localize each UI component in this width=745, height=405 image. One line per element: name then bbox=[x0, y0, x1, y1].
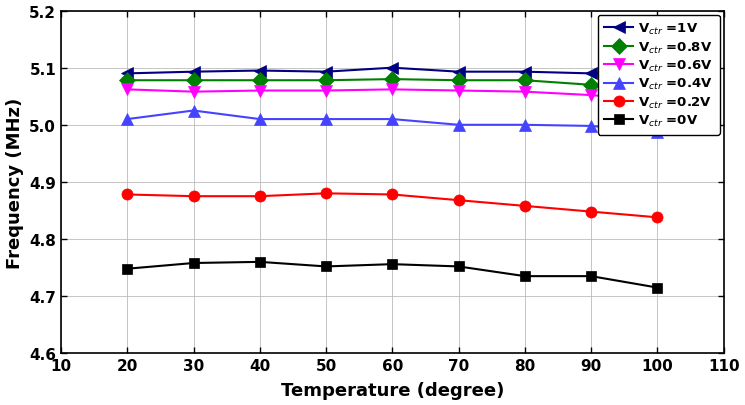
V$_{ctr}$ =0.2V bbox=[586, 210, 595, 215]
V$_{ctr}$ =1V bbox=[256, 69, 264, 74]
V$_{ctr}$ =1V bbox=[454, 70, 463, 75]
V$_{ctr}$ =0.6V bbox=[653, 99, 662, 104]
V$_{ctr}$ =0.4V bbox=[520, 123, 529, 128]
V$_{ctr}$ =0.8V bbox=[653, 89, 662, 94]
Line: V$_{ctr}$ =0.8V: V$_{ctr}$ =0.8V bbox=[121, 75, 663, 97]
V$_{ctr}$ =0.2V bbox=[454, 198, 463, 203]
V$_{ctr}$ =0.6V bbox=[322, 89, 331, 94]
V$_{ctr}$ =0.6V bbox=[586, 94, 595, 98]
V$_{ctr}$ =1V bbox=[520, 70, 529, 75]
V$_{ctr}$ =0V bbox=[454, 264, 463, 269]
V$_{ctr}$ =0.8V bbox=[520, 79, 529, 83]
V$_{ctr}$ =0.8V bbox=[123, 79, 132, 83]
V$_{ctr}$ =0.4V bbox=[388, 117, 397, 122]
V$_{ctr}$ =0.8V bbox=[256, 79, 264, 83]
V$_{ctr}$ =0.6V bbox=[189, 90, 198, 95]
V$_{ctr}$ =1V bbox=[322, 70, 331, 75]
V$_{ctr}$ =0.2V bbox=[322, 192, 331, 196]
V$_{ctr}$ =0.6V bbox=[123, 88, 132, 93]
V$_{ctr}$ =0.8V bbox=[586, 83, 595, 88]
V$_{ctr}$ =1V bbox=[653, 73, 662, 78]
V$_{ctr}$ =0.2V bbox=[388, 192, 397, 197]
V$_{ctr}$ =0.4V bbox=[256, 117, 264, 122]
V$_{ctr}$ =0.4V bbox=[123, 117, 132, 122]
V$_{ctr}$ =0.2V bbox=[520, 204, 529, 209]
V$_{ctr}$ =0.4V bbox=[586, 124, 595, 129]
V$_{ctr}$ =0V bbox=[520, 274, 529, 279]
V$_{ctr}$ =1V bbox=[123, 72, 132, 77]
Line: V$_{ctr}$ =0V: V$_{ctr}$ =0V bbox=[122, 257, 662, 293]
V$_{ctr}$ =0.8V bbox=[388, 77, 397, 82]
V$_{ctr}$ =0.2V bbox=[123, 192, 132, 197]
V$_{ctr}$ =0.6V bbox=[256, 89, 264, 94]
Line: V$_{ctr}$ =1V: V$_{ctr}$ =1V bbox=[121, 63, 663, 81]
V$_{ctr}$ =1V bbox=[388, 66, 397, 71]
V$_{ctr}$ =0V bbox=[322, 264, 331, 269]
V$_{ctr}$ =0.4V bbox=[454, 123, 463, 128]
V$_{ctr}$ =1V bbox=[189, 70, 198, 75]
V$_{ctr}$ =0V bbox=[189, 261, 198, 266]
V$_{ctr}$ =0.8V bbox=[189, 79, 198, 83]
V$_{ctr}$ =0.8V bbox=[454, 79, 463, 83]
V$_{ctr}$ =0V bbox=[123, 266, 132, 271]
V$_{ctr}$ =0.4V bbox=[322, 117, 331, 122]
V$_{ctr}$ =0.2V bbox=[189, 194, 198, 199]
V$_{ctr}$ =0.6V bbox=[388, 88, 397, 93]
Legend: V$_{ctr}$ =1V, V$_{ctr}$ =0.8V, V$_{ctr}$ =0.6V, V$_{ctr}$ =0.4V, V$_{ctr}$ =0.2: V$_{ctr}$ =1V, V$_{ctr}$ =0.8V, V$_{ctr}… bbox=[597, 15, 720, 135]
V$_{ctr}$ =0.4V bbox=[653, 130, 662, 135]
Line: V$_{ctr}$ =0.4V: V$_{ctr}$ =0.4V bbox=[121, 106, 663, 138]
X-axis label: Temperature (degree): Temperature (degree) bbox=[281, 382, 504, 399]
V$_{ctr}$ =0V bbox=[388, 262, 397, 267]
V$_{ctr}$ =0.2V bbox=[256, 194, 264, 199]
V$_{ctr}$ =0V bbox=[586, 274, 595, 279]
V$_{ctr}$ =1V bbox=[586, 72, 595, 77]
V$_{ctr}$ =0.6V bbox=[520, 90, 529, 95]
V$_{ctr}$ =0V bbox=[653, 286, 662, 290]
V$_{ctr}$ =0.8V bbox=[322, 79, 331, 83]
V$_{ctr}$ =0.4V bbox=[189, 109, 198, 114]
V$_{ctr}$ =0.2V bbox=[653, 215, 662, 220]
V$_{ctr}$ =0V bbox=[256, 260, 264, 264]
Y-axis label: Frequency (MHz): Frequency (MHz) bbox=[5, 97, 24, 268]
Line: V$_{ctr}$ =0.6V: V$_{ctr}$ =0.6V bbox=[121, 85, 663, 107]
V$_{ctr}$ =0.6V bbox=[454, 89, 463, 94]
Line: V$_{ctr}$ =0.2V: V$_{ctr}$ =0.2V bbox=[121, 188, 663, 223]
